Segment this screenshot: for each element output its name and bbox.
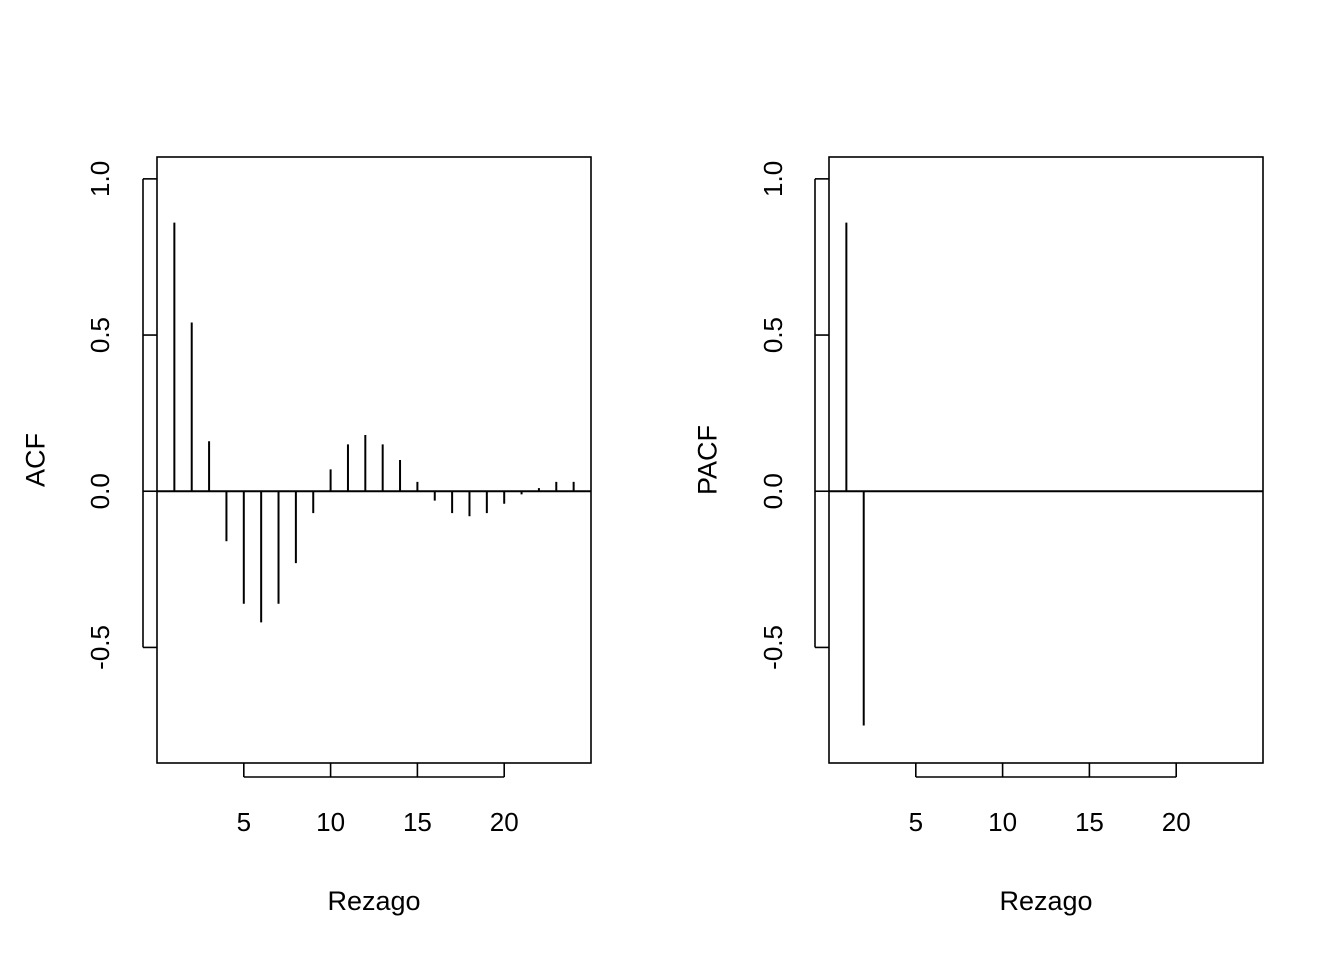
pacf-x-axis-title: Rezago xyxy=(999,886,1092,916)
pacf-x-tick-label: 10 xyxy=(988,807,1017,837)
acf-y-axis-title: ACF xyxy=(20,433,50,487)
pacf-x-tick-label: 20 xyxy=(1162,807,1191,837)
pacf-x-tick-label: 5 xyxy=(909,807,923,837)
pacf-y-tick-label: -0.5 xyxy=(758,625,788,670)
acf-x-tick-label: 20 xyxy=(490,807,519,837)
pacf-y-axis-title: PACF xyxy=(692,425,722,495)
pacf-y-tick-label: 0.5 xyxy=(758,317,788,353)
acf-x-tick-label: 5 xyxy=(237,807,251,837)
acf-x-tick-label: 15 xyxy=(403,807,432,837)
pacf-panel: 1.0 0.5 0.0 -0.5 5 10 15 20 Rezago PACF xyxy=(692,156,1264,916)
pacf-y-tick-label: 0.0 xyxy=(758,473,788,509)
pacf-plot-frame xyxy=(828,156,1264,764)
acf-y-tick-label: 1.0 xyxy=(85,161,115,197)
acf-y-tick-label: -0.5 xyxy=(85,625,115,670)
acf-panel: 1.0 0.5 0.0 -0.5 5 10 15 20 Rezago ACF xyxy=(20,156,592,916)
pacf-y-tick-label: 1.0 xyxy=(758,161,788,197)
acf-x-axis-title: Rezago xyxy=(327,886,420,916)
acf-x-tick-label: 10 xyxy=(316,807,345,837)
acf-y-tick-label: 0.0 xyxy=(85,473,115,509)
acf-plot-frame xyxy=(156,156,592,764)
acf-y-tick-label: 0.5 xyxy=(85,317,115,353)
pacf-x-tick-label: 15 xyxy=(1075,807,1104,837)
